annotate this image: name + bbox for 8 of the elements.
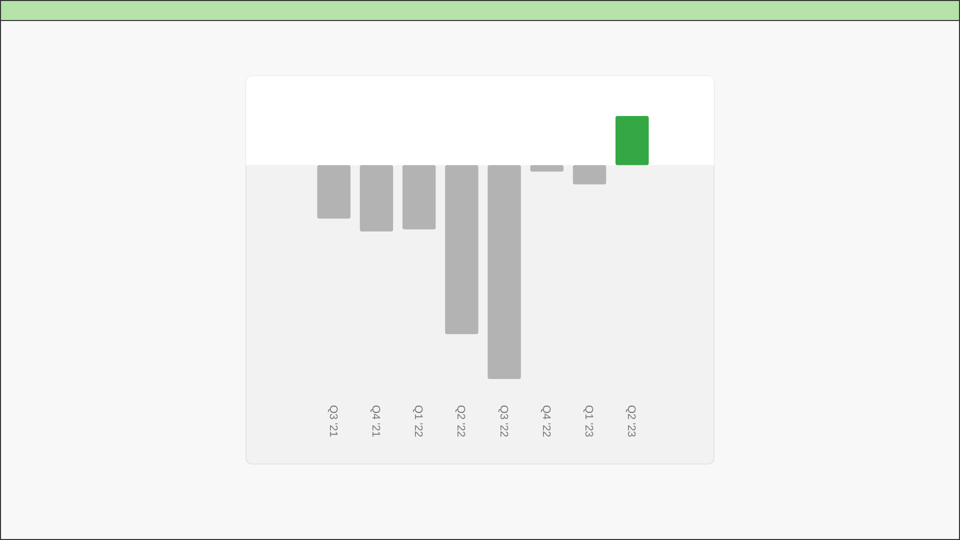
- x-tick-label: Q3 '21: [326, 405, 339, 438]
- x-tick-label: Q4 '22: [540, 405, 552, 438]
- x-tick-label: Q4 '21: [369, 405, 382, 438]
- x-tick-label: Q3 '22: [497, 405, 510, 438]
- x-tick-label: Q2 '23: [625, 405, 638, 438]
- x-tick-label: Q1 '23: [582, 405, 595, 438]
- x-tick-label: Q2 '22: [454, 405, 467, 438]
- x-tick-label: Q1 '22: [412, 405, 424, 438]
